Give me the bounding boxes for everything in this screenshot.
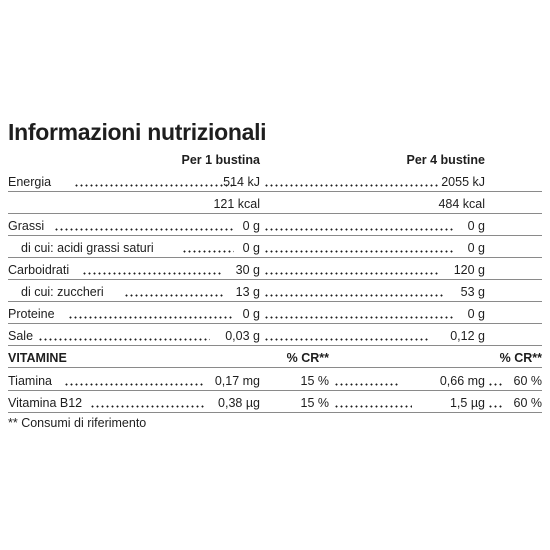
dot-leader	[264, 218, 454, 234]
tiamina-cr-per-4: 60 %	[513, 374, 543, 388]
dot-leader	[90, 395, 204, 411]
row-divider	[8, 412, 542, 413]
row-divider	[8, 257, 542, 258]
row-label-b12: Vitamina B12	[8, 396, 83, 410]
proteine-per-4: 0 g	[467, 307, 485, 321]
tiamina-cr-per-1: 15 %	[300, 374, 330, 388]
sale-per-1: 0,03 g	[225, 329, 260, 343]
row-divider	[8, 235, 542, 236]
cr-label-per-1: % CR**	[286, 351, 329, 365]
energia-kj-per-1: 514 kJ	[223, 175, 260, 189]
grassi-per-4: 0 g	[467, 219, 485, 233]
header-per-4: Per 4 bustine	[406, 153, 486, 167]
dot-leader	[334, 373, 398, 389]
carboidrati-per-1: 30 g	[235, 263, 260, 277]
dot-leader	[488, 395, 504, 411]
zuccheri-per-4: 53 g	[460, 285, 485, 299]
row-label-saturi: di cui: acidi grassi saturi	[21, 241, 154, 255]
row-divider	[8, 345, 542, 346]
row-divider	[8, 191, 542, 192]
dot-leader	[264, 328, 430, 344]
cr-label-per-4: % CR**	[499, 351, 542, 365]
row-label-carboidrati: Carboidrati	[8, 263, 70, 277]
row-divider	[8, 367, 542, 368]
dot-leader	[264, 174, 440, 190]
header-per-1: Per 1 bustina	[181, 153, 261, 167]
saturi-per-1: 0 g	[242, 241, 260, 255]
dot-leader	[124, 284, 224, 300]
row-label-energia: Energia	[8, 175, 52, 189]
energia-kcal-per-4: 484 kcal	[438, 197, 485, 211]
dot-leader	[488, 373, 504, 389]
row-label-proteine: Proteine	[8, 307, 55, 321]
row-divider	[8, 323, 542, 324]
row-divider	[8, 301, 542, 302]
footnote: ** Consumi di riferimento	[8, 416, 147, 430]
dot-leader	[264, 262, 440, 278]
sale-per-4: 0,12 g	[450, 329, 485, 343]
b12-per-1: 0,38 µg	[218, 396, 260, 410]
row-label-grassi: Grassi	[8, 219, 45, 233]
row-divider	[8, 390, 542, 391]
zuccheri-per-1: 13 g	[235, 285, 260, 299]
dot-leader	[54, 218, 234, 234]
energia-kj-per-4: 2055 kJ	[441, 175, 485, 189]
grassi-per-1: 0 g	[242, 219, 260, 233]
carboidrati-per-4: 120 g	[453, 263, 485, 277]
dot-leader	[264, 240, 454, 256]
dot-leader	[38, 328, 210, 344]
dot-leader	[64, 373, 204, 389]
b12-cr-per-1: 15 %	[300, 396, 330, 410]
dot-leader	[264, 284, 444, 300]
page-title: Informazioni nutrizionali	[8, 119, 267, 145]
dot-leader	[334, 395, 412, 411]
vitamine-heading: VITAMINE	[8, 351, 67, 365]
row-label-sale: Sale	[8, 329, 34, 343]
dot-leader	[74, 174, 234, 190]
proteine-per-1: 0 g	[242, 307, 260, 321]
dot-leader	[182, 240, 234, 256]
b12-per-4: 1,5 µg	[449, 396, 485, 410]
tiamina-per-1: 0,17 mg	[214, 374, 260, 388]
tiamina-per-4: 0,66 mg	[439, 374, 485, 388]
b12-cr-per-4: 60 %	[513, 396, 543, 410]
saturi-per-4: 0 g	[467, 241, 485, 255]
dot-leader	[82, 262, 222, 278]
row-label-tiamina: Tiamina	[8, 374, 52, 388]
row-divider	[8, 279, 542, 280]
row-divider	[8, 213, 542, 214]
energia-kcal-per-1: 121 kcal	[213, 197, 260, 211]
dot-leader	[264, 306, 454, 322]
dot-leader	[68, 306, 234, 322]
row-label-zuccheri: di cui: zuccheri	[21, 285, 104, 299]
